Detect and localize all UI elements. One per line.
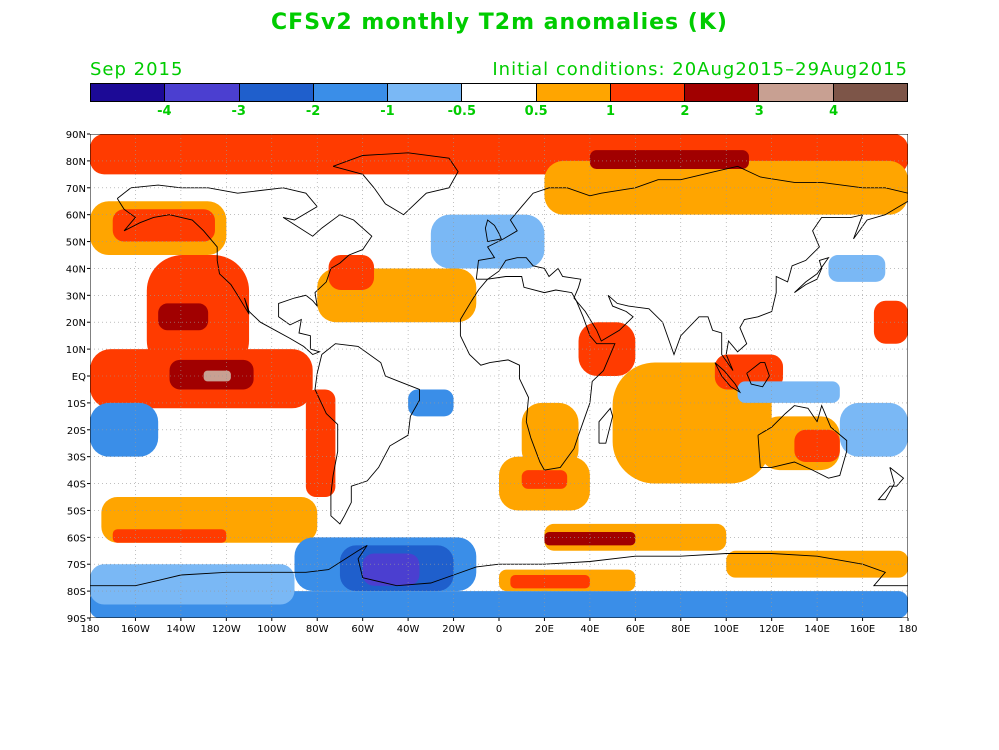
longitude-tick-label: 60E	[626, 624, 645, 635]
anomaly-map	[90, 134, 908, 618]
anomaly-region-east-antarctic-core	[510, 574, 590, 589]
colorbar-labels: -4 -3 -2 -1 -0.5 0.5 1 2 3 4	[90, 104, 908, 120]
longitude-tick-label: 40E	[580, 624, 599, 635]
anomaly-region-antarctic-coast-cool	[90, 591, 908, 618]
valid-month: Sep 2015	[90, 59, 184, 80]
coastline	[332, 152, 459, 216]
latitude-tick-label: 20S	[67, 426, 86, 437]
latitude-tick-label: 60S	[67, 533, 86, 544]
longitude-tick-label: 160E	[850, 624, 875, 635]
coastline	[90, 545, 908, 587]
colorbar-tick-label: 1	[606, 104, 616, 119]
latitude-tick-label: 50N	[66, 238, 86, 249]
coastline	[757, 404, 848, 479]
anomaly-region-se-asia-cool	[828, 255, 886, 282]
longitude-tick-label: 0	[496, 624, 502, 635]
colorbar-segment	[239, 84, 314, 101]
colorbar-segment	[313, 84, 389, 101]
coastline	[116, 184, 373, 356]
latitude-tick-label: 10N	[66, 345, 86, 356]
latitude-tick-label: 10S	[67, 399, 86, 410]
latitude-tick-label: 70N	[66, 184, 86, 195]
longitude-tick-label: 160W	[121, 624, 150, 635]
coastline	[794, 256, 830, 293]
anomaly-region-south-atlantic-core	[521, 470, 568, 489]
colorbar-segment	[759, 84, 834, 101]
latitude-tick-label: 30S	[67, 453, 86, 464]
initial-conditions: Initial conditions: 20Aug2015–29Aug2015	[492, 59, 908, 80]
longitude-tick-label: 20E	[535, 624, 554, 635]
anomaly-region-southern-ocean-core	[112, 529, 227, 543]
coastline	[877, 467, 905, 501]
anomaly-region-indian-ocean-warm	[612, 362, 772, 484]
anomaly-region-peru-coast-warm	[305, 389, 336, 497]
latitude-tick-label: 90S	[67, 614, 86, 625]
longitude-tick-label: 100W	[257, 624, 286, 635]
colorbar-segment	[833, 84, 907, 101]
longitude-tick-label: 120W	[212, 624, 241, 635]
anomaly-region-africa-south-warm	[521, 402, 579, 471]
colorbar-tick-label: 0.5	[524, 104, 548, 119]
latitude-tick-label: 20N	[66, 318, 86, 329]
longitude-tick-label: 100E	[714, 624, 739, 635]
coastline	[598, 407, 614, 444]
anomaly-region-ne-pacific-strong	[158, 303, 209, 331]
anomaly-region-siberia-strong	[589, 150, 749, 169]
latitude-tick-label: 80N	[66, 157, 86, 168]
anomaly-region-weddell-peak	[362, 553, 420, 586]
colorbar-tick-label: -0.5	[447, 104, 477, 119]
anomaly-region-west-antarctic-cool	[90, 564, 295, 605]
colorbar-segment	[165, 84, 240, 101]
longitude-tick-label: 40W	[397, 624, 420, 635]
longitude-tick-label: 120E	[759, 624, 784, 635]
latitude-tick-label: 40N	[66, 264, 86, 275]
anomaly-region-enso-peak	[203, 370, 231, 382]
colorbar-tick-label: -4	[157, 104, 172, 119]
colorbar-segment	[462, 84, 537, 101]
longitude-tick-label: 180	[898, 624, 917, 635]
longitude-tick-label: 80W	[306, 624, 329, 635]
map-title: CFSv2 monthly T2m anomalies (K)	[271, 10, 728, 35]
latitude-tick-label: 70S	[67, 560, 86, 571]
latitude-tick-label: 80S	[67, 587, 86, 598]
longitude-tick-label: 20W	[442, 624, 465, 635]
anomaly-region-west-pacific-cool	[90, 402, 159, 457]
colorbar-segment	[91, 84, 166, 101]
coastlines	[90, 152, 908, 587]
anomaly-region-east-australia-hot	[794, 429, 840, 463]
colorbar-tick-label: -3	[231, 104, 246, 119]
anomaly-region-west-atlantic-warm	[328, 255, 375, 290]
colorbar-tick-label: 3	[754, 104, 764, 119]
coastline	[314, 343, 420, 525]
longitude-tick-label: 140E	[804, 624, 829, 635]
colorbar-segment	[685, 84, 760, 101]
colorbar-tick-label: -2	[305, 104, 321, 119]
latitude-tick-label: 30N	[66, 291, 86, 302]
coastline	[746, 362, 770, 388]
latitude-tick-label: 50S	[67, 506, 86, 517]
colorbar-segment	[536, 84, 611, 101]
anomaly-region-sw-pacific-cool	[839, 402, 908, 457]
colorbar-tick-label: -1	[380, 104, 395, 119]
anomaly-region-gulf-alaska-warm	[112, 209, 215, 242]
graticule	[90, 134, 908, 618]
longitude-tick-label: 180	[80, 624, 99, 635]
coastline	[714, 362, 742, 394]
colorbar-tick-label: 4	[829, 104, 839, 119]
latitude-tick-label: 40S	[67, 480, 86, 491]
latitude-tick-label: 60N	[66, 211, 86, 222]
coastline	[459, 276, 616, 471]
colorbar	[90, 83, 908, 102]
latitude-tick-label: EQ	[72, 372, 86, 383]
coastline	[484, 219, 502, 243]
colorbar-segment	[388, 84, 463, 101]
latitude-tick-label: 90N	[66, 130, 86, 141]
longitude-tick-label: 80E	[671, 624, 690, 635]
colorbar-segment	[610, 84, 686, 101]
colorbar-tick-label: 2	[680, 104, 690, 119]
longitude-tick-label: 140W	[166, 624, 195, 635]
longitude-tick-label: 60W	[351, 624, 374, 635]
